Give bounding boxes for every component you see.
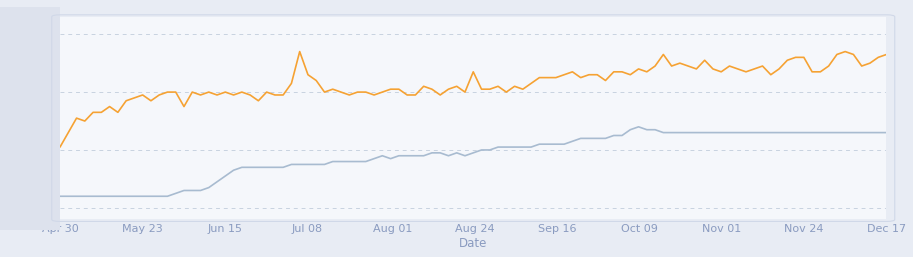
Y-axis label: Popularity: Popularity <box>12 88 25 148</box>
X-axis label: Date: Date <box>459 237 488 250</box>
FancyBboxPatch shape <box>0 7 60 230</box>
